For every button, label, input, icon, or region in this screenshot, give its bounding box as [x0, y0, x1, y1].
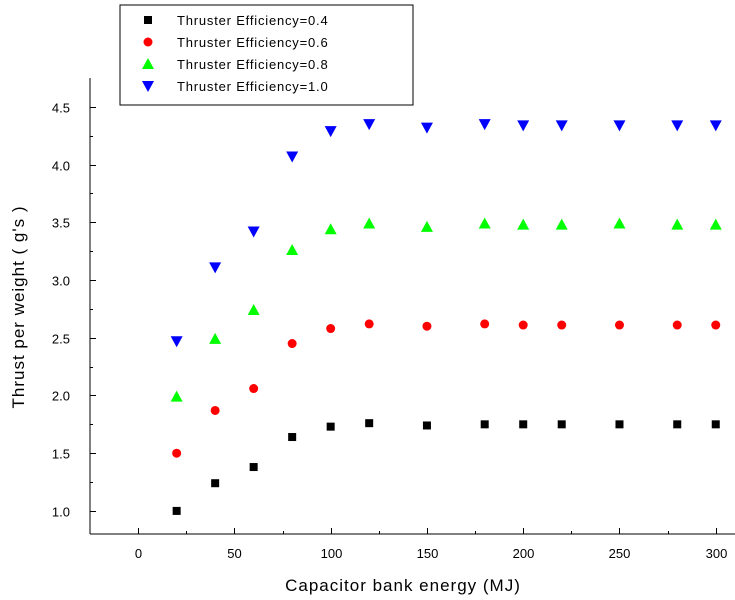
x-tick-label: 100 — [321, 546, 343, 561]
data-point — [172, 448, 182, 458]
data-point — [364, 319, 374, 329]
data-point — [671, 218, 684, 230]
x-tick-label: 250 — [609, 546, 631, 561]
legend-marker — [144, 16, 152, 24]
data-point — [613, 217, 626, 229]
legend-marker — [142, 81, 154, 92]
data-point — [519, 420, 528, 429]
series-2 — [172, 319, 721, 458]
data-point — [286, 151, 299, 163]
data-point — [324, 223, 337, 235]
x-tick-label: 150 — [417, 546, 439, 561]
data-point — [288, 433, 297, 442]
data-point — [709, 218, 722, 230]
y-tick-label: 1.5 — [52, 447, 70, 462]
data-point — [480, 420, 489, 429]
y-tick-label: 3.5 — [52, 216, 70, 231]
data-point — [211, 479, 220, 488]
data-point — [172, 506, 181, 515]
data-point — [478, 119, 491, 131]
data-point — [249, 384, 259, 394]
data-point — [326, 324, 336, 334]
x-tick-label: 0 — [135, 546, 142, 561]
series-4 — [170, 119, 722, 348]
data-point — [365, 419, 374, 428]
data-point — [420, 220, 433, 232]
data-point — [422, 421, 431, 430]
data-point — [170, 390, 183, 402]
data-point — [672, 320, 682, 330]
data-point — [711, 320, 721, 330]
legend-box — [119, 4, 414, 106]
x-tick-label: 300 — [706, 546, 728, 561]
x-tick-label: 200 — [513, 546, 535, 561]
legend-label: Thruster Efficiency=1.0 — [177, 79, 328, 94]
data-point — [287, 339, 297, 349]
legend-marker — [142, 58, 154, 69]
data-point — [247, 226, 260, 238]
data-point — [478, 217, 491, 229]
y-tick-label: 4.0 — [52, 159, 70, 174]
data-point — [711, 420, 720, 429]
data-point — [210, 405, 220, 415]
data-point — [480, 319, 490, 329]
y-tick-label: 3.0 — [52, 274, 70, 289]
y-tick-label: 2.0 — [52, 389, 70, 404]
legend-marker — [143, 37, 153, 47]
legend-label: Thruster Efficiency=0.4 — [177, 13, 328, 28]
y-tick-label: 2.5 — [52, 332, 70, 347]
legend-label: Thruster Efficiency=0.6 — [177, 35, 328, 50]
axes: 1.0 1.5 2.0 2.5 3.0 3.5 4.0 4.5 0 50 100 150 200 250 3… — [52, 78, 735, 561]
y-tick-label: 4.5 — [52, 101, 70, 116]
data-point — [614, 320, 624, 330]
x-tick-label: 50 — [227, 546, 241, 561]
data-point — [557, 420, 566, 429]
legend-label: Thruster Efficiency=0.8 — [177, 57, 328, 72]
data-point — [517, 218, 530, 230]
data-point — [249, 463, 258, 472]
data-point — [555, 218, 568, 230]
data-point — [247, 304, 260, 316]
data-point — [420, 122, 433, 134]
series-1 — [172, 419, 720, 515]
data-point — [363, 217, 376, 229]
data-point — [209, 262, 222, 274]
data-point — [326, 422, 335, 431]
data-point — [324, 126, 337, 138]
y-tick-label: 1.0 — [52, 505, 70, 520]
data-point — [209, 332, 222, 344]
x-axis-title: Capacitor bank energy (MJ) — [285, 576, 521, 595]
data-point — [555, 120, 568, 132]
data-point — [518, 320, 528, 330]
y-axis-title: Thrust per weight ( g's ) — [9, 205, 28, 408]
series-3 — [170, 217, 722, 402]
data-point — [286, 244, 299, 256]
data-point — [557, 320, 567, 330]
data-points — [170, 119, 722, 515]
data-point — [517, 120, 530, 132]
data-point — [170, 336, 183, 348]
data-point — [673, 420, 682, 429]
data-point — [363, 119, 376, 131]
legend: Thruster Efficiency=0.4 Thruster Efficien… — [119, 4, 414, 106]
data-point — [671, 120, 684, 132]
data-point — [615, 420, 624, 429]
data-point — [613, 120, 626, 132]
data-point — [422, 321, 432, 331]
data-point — [709, 120, 722, 132]
